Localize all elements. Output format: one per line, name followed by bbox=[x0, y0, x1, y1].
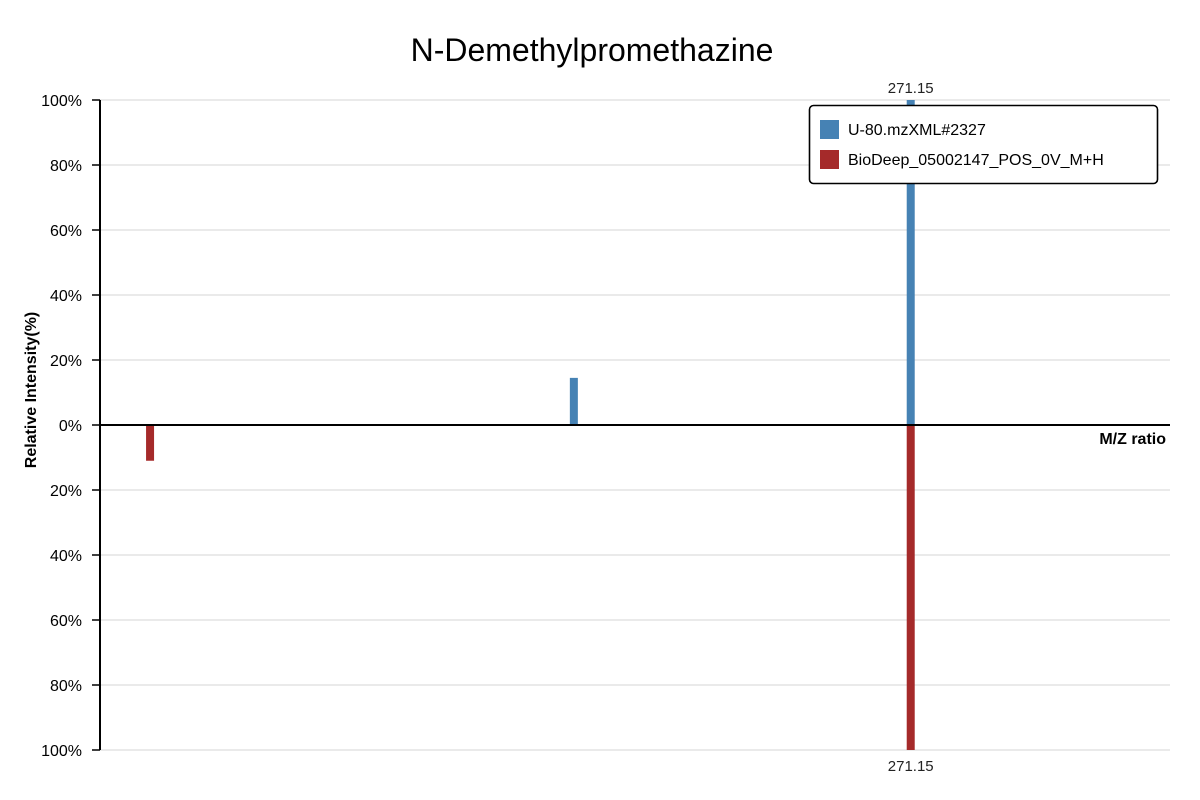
y-tick-label-top-100: 100% bbox=[41, 93, 82, 110]
y-tick-label-bottom-40: 40% bbox=[50, 548, 82, 565]
y-tick-label-bottom-80: 80% bbox=[50, 678, 82, 695]
bar-series1-peak0 bbox=[146, 425, 155, 461]
legend-label-reference: BioDeep_05002147_POS_0V_M+H bbox=[848, 152, 1104, 169]
y-tick-label-bottom-20: 20% bbox=[50, 483, 82, 500]
peak-label-series0-peak1: 271.15 bbox=[888, 80, 934, 97]
y-tick-label-bottom-60: 60% bbox=[50, 613, 82, 630]
legend-item-query: U-80.mzXML#2327 bbox=[820, 120, 986, 139]
bar-series0-peak0 bbox=[569, 377, 578, 425]
spectrum-bars bbox=[146, 100, 915, 750]
y-tick-label-top-60: 60% bbox=[50, 223, 82, 240]
y-tick-label-top-40: 40% bbox=[50, 288, 82, 305]
peak-data-labels: 271.15 271.15 bbox=[888, 80, 934, 775]
legend-box bbox=[808, 104, 1159, 185]
y-axis-title: Relative Intensity(%) bbox=[23, 312, 40, 468]
legend-item-reference: BioDeep_05002147_POS_0V_M+H bbox=[820, 150, 1104, 169]
y-tick-label-top-80: 80% bbox=[50, 158, 82, 175]
x-axis-title: M/Z ratio bbox=[1099, 431, 1166, 448]
legend-label-query: U-80.mzXML#2327 bbox=[848, 122, 986, 139]
legend-swatch-query bbox=[820, 120, 839, 139]
gridlines bbox=[100, 99, 1170, 751]
y-tick-label-top-20: 20% bbox=[50, 353, 82, 370]
bar-series1-peak1 bbox=[906, 425, 915, 750]
y-axis-ticks: 0% 20% 40% 60% 80% 100% 20% 40% 60% 80% 100% bbox=[41, 93, 100, 760]
y-tick-label-bottom-100: 100% bbox=[41, 743, 82, 760]
chart-title: N-Demethylpromethazine bbox=[411, 32, 774, 68]
legend-swatch-reference bbox=[820, 150, 839, 169]
bar-series0-peak1 bbox=[906, 100, 915, 425]
legend: U-80.mzXML#2327 BioDeep_05002147_POS_0V_… bbox=[808, 104, 1159, 185]
y-tick-label-top-0: 0% bbox=[59, 418, 82, 435]
peak-label-series1-peak1: 271.15 bbox=[888, 758, 934, 775]
